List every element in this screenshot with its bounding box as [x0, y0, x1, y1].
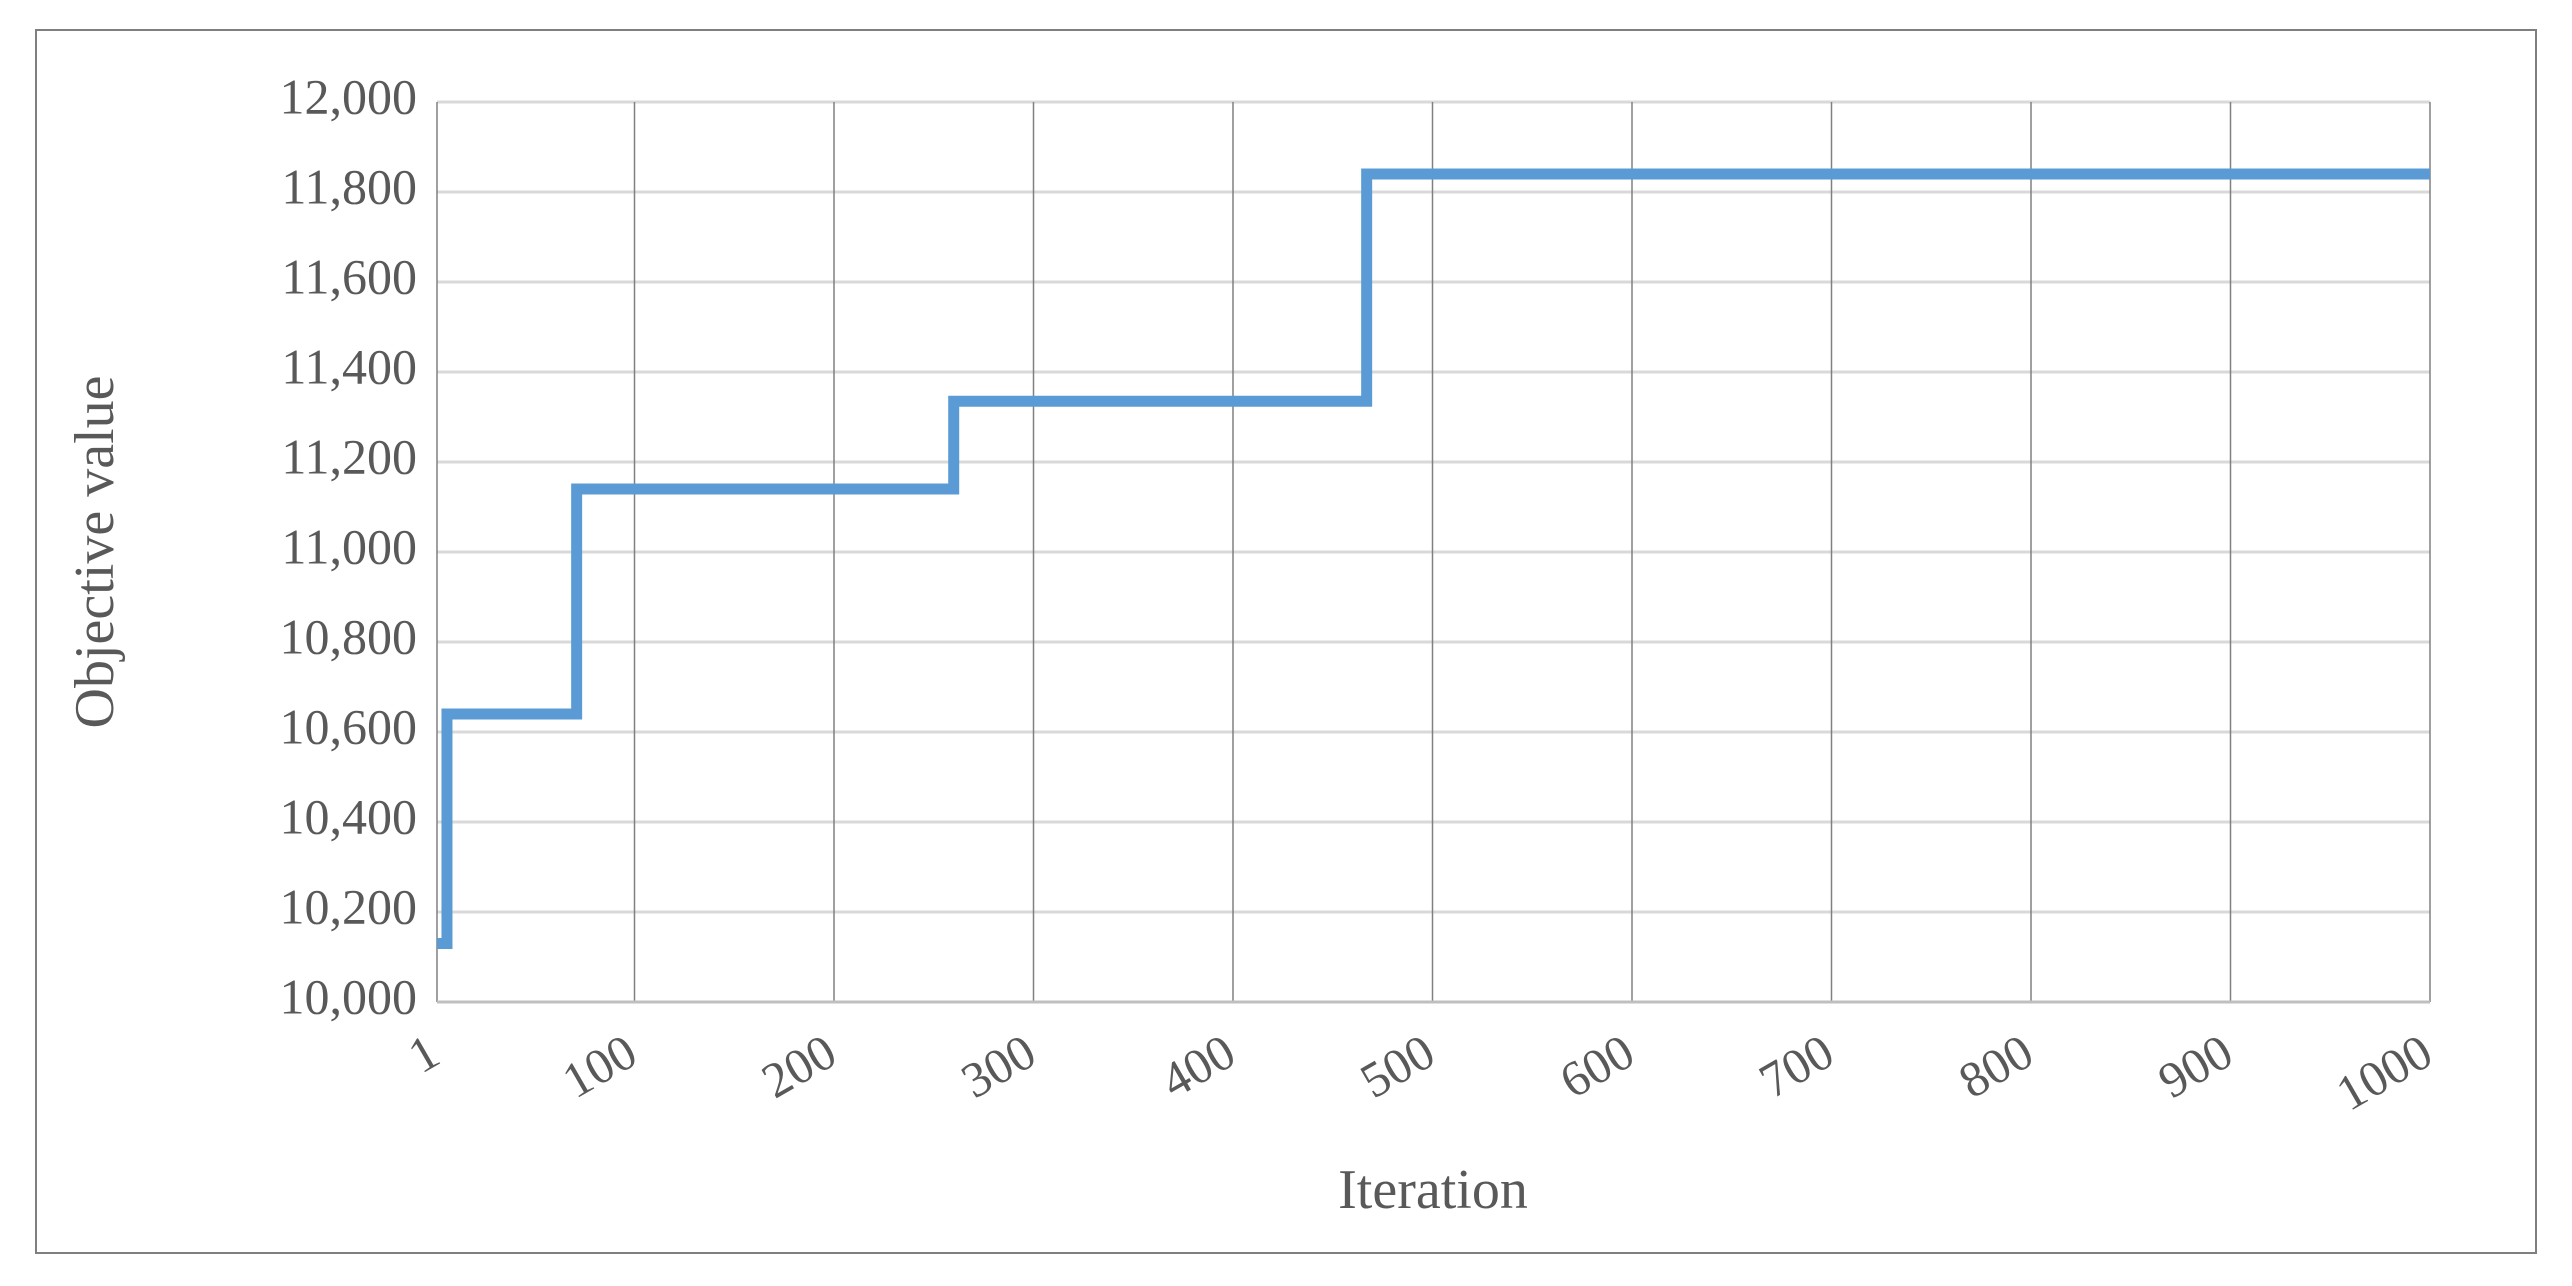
- y-tick-label: 12,000: [280, 68, 418, 124]
- x-axis-label: Iteration: [1338, 1159, 1528, 1221]
- y-tick-label: 11,800: [281, 158, 417, 214]
- y-tick-label: 11,000: [281, 518, 417, 574]
- y-tick-label: 10,200: [280, 878, 418, 934]
- y-tick-label: 10,800: [280, 608, 418, 664]
- y-tick-label: 10,600: [280, 698, 418, 754]
- y-tick-label: 11,600: [281, 248, 417, 304]
- y-axis-label: Objective value: [64, 376, 126, 729]
- y-tick-label: 11,400: [281, 338, 417, 394]
- data-line: [437, 168, 2430, 949]
- y-tick-label: 11,200: [281, 428, 417, 484]
- y-tick-label: 10,000: [280, 968, 418, 1024]
- y-tick-label: 10,400: [280, 788, 418, 844]
